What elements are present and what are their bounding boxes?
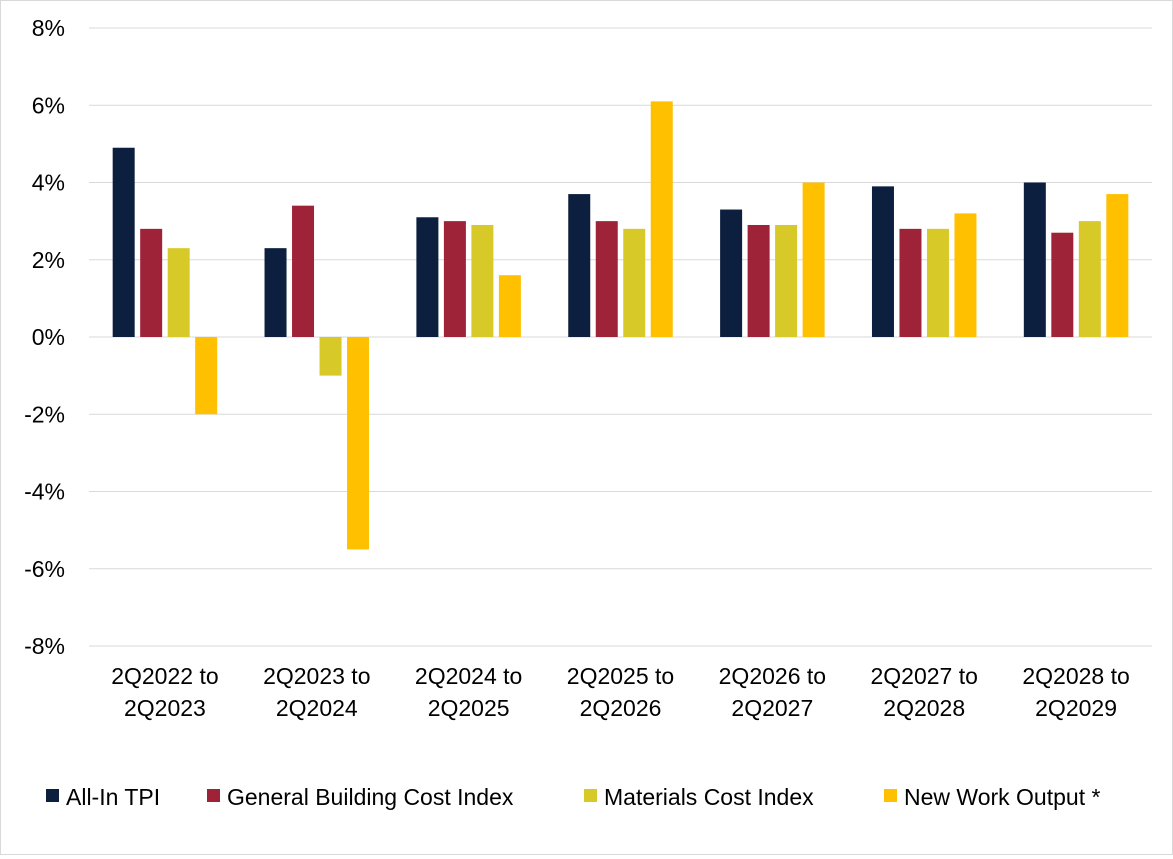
x-axis-category-labels: 2Q2022 to 2Q2023 2Q2023 to 2Q2024 2Q2024 to 2… xyxy=(111,663,1130,721)
legend-label: New Work Output * xyxy=(904,784,1100,810)
bar xyxy=(871,186,894,337)
y-axis-tick-labels: 8% 6% 4% 2% 0% -2% -4% -6% -8% xyxy=(24,15,65,659)
x-tick-label: 2Q2026 to xyxy=(719,663,826,689)
legend-label: Materials Cost Index xyxy=(604,784,814,810)
bar xyxy=(1078,221,1101,337)
y-tick-label: 8% xyxy=(32,15,65,41)
x-tick-label: 2Q2025 to xyxy=(567,663,674,689)
x-tick-label: 2Q2025 xyxy=(428,695,510,721)
bar xyxy=(568,194,591,337)
bar xyxy=(954,213,977,337)
legend-label: All-In TPI xyxy=(66,784,160,810)
x-tick-label: 2Q2023 to xyxy=(263,663,370,689)
bar xyxy=(623,228,646,337)
gridlines xyxy=(89,27,1152,647)
bar xyxy=(319,337,342,376)
legend-label: General Building Cost Index xyxy=(227,784,514,810)
bar xyxy=(347,337,370,550)
bar xyxy=(498,275,521,337)
bar xyxy=(443,221,466,337)
bar xyxy=(899,228,922,337)
bar xyxy=(926,228,949,337)
x-tick-label: 2Q2023 xyxy=(124,695,206,721)
y-tick-label: 0% xyxy=(32,324,65,350)
x-tick-label: 2Q2024 to xyxy=(415,663,522,689)
x-tick-label: 2Q2029 xyxy=(1035,695,1117,721)
x-tick-label: 2Q2026 xyxy=(580,695,662,721)
y-tick-label: -4% xyxy=(24,479,65,505)
bar xyxy=(747,224,770,337)
bar xyxy=(471,224,494,337)
bar xyxy=(195,337,218,415)
bar xyxy=(775,224,798,337)
legend-swatch xyxy=(884,789,897,802)
x-tick-label: 2Q2028 xyxy=(883,695,965,721)
legend-swatch xyxy=(584,789,597,802)
y-tick-label: -8% xyxy=(24,633,65,659)
y-tick-label: 4% xyxy=(32,170,65,196)
bar xyxy=(416,217,439,337)
legend-swatch xyxy=(46,789,59,802)
bar xyxy=(112,147,135,337)
legend: All-In TPI General Building Cost Index Mat… xyxy=(46,784,1100,810)
y-tick-label: -6% xyxy=(24,556,65,582)
bar xyxy=(167,248,190,337)
legend-swatch xyxy=(207,789,220,802)
x-tick-label: 2Q2027 xyxy=(731,695,813,721)
bar xyxy=(1106,194,1129,337)
bar xyxy=(1051,232,1074,337)
bar xyxy=(264,248,287,337)
bar xyxy=(292,205,315,337)
y-tick-label: 6% xyxy=(32,92,65,118)
bar xyxy=(720,209,743,337)
y-tick-label: 2% xyxy=(32,247,65,273)
x-tick-label: 2Q2027 to xyxy=(871,663,978,689)
x-tick-label: 2Q2028 to xyxy=(1022,663,1129,689)
x-tick-label: 2Q2024 xyxy=(276,695,358,721)
bar xyxy=(650,101,673,337)
bar xyxy=(595,221,618,337)
bars xyxy=(112,101,1129,550)
bar xyxy=(140,228,163,337)
x-tick-label: 2Q2022 to xyxy=(111,663,218,689)
bar xyxy=(802,182,825,337)
bar xyxy=(1023,182,1046,337)
y-tick-label: -2% xyxy=(24,401,65,427)
